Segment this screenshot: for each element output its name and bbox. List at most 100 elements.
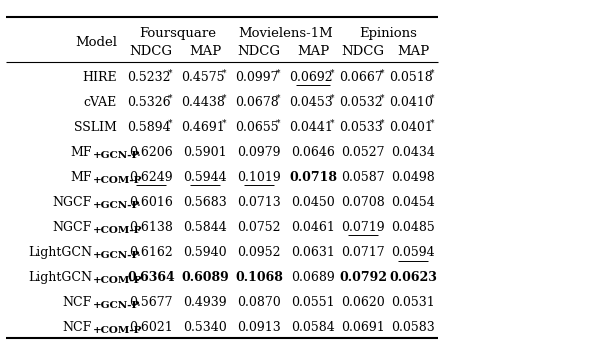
- Text: *: *: [430, 94, 434, 103]
- Text: +GCN-P: +GCN-P: [93, 301, 140, 310]
- Text: *: *: [330, 119, 334, 128]
- Text: 0.0708: 0.0708: [341, 196, 385, 209]
- Text: Foursquare: Foursquare: [140, 26, 217, 40]
- Text: NGCF: NGCF: [52, 221, 92, 234]
- Text: 0.0450: 0.0450: [291, 196, 335, 209]
- Text: 0.0870: 0.0870: [237, 296, 281, 309]
- Text: *: *: [276, 69, 280, 78]
- Text: 0.0689: 0.0689: [291, 271, 335, 284]
- Text: 0.0401: 0.0401: [389, 121, 433, 134]
- Text: 0.5683: 0.5683: [183, 196, 227, 209]
- Text: +GCN-P: +GCN-P: [93, 251, 140, 260]
- Text: 0.0594: 0.0594: [391, 246, 435, 259]
- Text: *: *: [168, 119, 172, 128]
- Text: 0.0913: 0.0913: [237, 321, 281, 334]
- Text: SSLIM: SSLIM: [74, 121, 117, 134]
- Text: 0.0997: 0.0997: [235, 71, 279, 84]
- Text: 0.0532: 0.0532: [339, 96, 383, 109]
- Text: MAP: MAP: [397, 45, 429, 58]
- Text: 0.0531: 0.0531: [391, 296, 435, 309]
- Text: 0.6162: 0.6162: [129, 246, 173, 259]
- Text: 0.0655: 0.0655: [235, 121, 279, 134]
- Text: *: *: [222, 119, 226, 128]
- Text: 0.1019: 0.1019: [237, 171, 281, 184]
- Text: 0.4691: 0.4691: [181, 121, 225, 134]
- Text: 0.6138: 0.6138: [129, 221, 173, 234]
- Text: Epinions: Epinions: [359, 26, 417, 40]
- Text: 0.4438: 0.4438: [181, 96, 225, 109]
- Text: 0.0979: 0.0979: [237, 146, 281, 159]
- Text: *: *: [276, 119, 280, 128]
- Text: 0.5894: 0.5894: [127, 121, 171, 134]
- Text: 0.6016: 0.6016: [129, 196, 173, 209]
- Text: +GCN-P: +GCN-P: [93, 151, 140, 160]
- Text: 0.0485: 0.0485: [391, 221, 435, 234]
- Text: NCF: NCF: [63, 296, 92, 309]
- Text: MAP: MAP: [297, 45, 329, 58]
- Text: 0.0631: 0.0631: [291, 246, 335, 259]
- Text: 0.0719: 0.0719: [341, 221, 385, 234]
- Text: 0.5326: 0.5326: [127, 96, 171, 109]
- Text: *: *: [330, 69, 334, 78]
- Text: 0.0792: 0.0792: [339, 271, 387, 284]
- Text: 0.1068: 0.1068: [235, 271, 283, 284]
- Text: MAP: MAP: [189, 45, 221, 58]
- Text: 0.0587: 0.0587: [341, 171, 385, 184]
- Text: *: *: [380, 94, 384, 103]
- Text: *: *: [330, 94, 334, 103]
- Text: *: *: [430, 119, 434, 128]
- Text: 0.0527: 0.0527: [341, 146, 385, 159]
- Text: cVAE: cVAE: [84, 96, 117, 109]
- Text: +COM-P: +COM-P: [93, 226, 143, 235]
- Text: 0.0454: 0.0454: [391, 196, 435, 209]
- Text: 0.0498: 0.0498: [391, 171, 435, 184]
- Text: 0.0584: 0.0584: [291, 321, 335, 334]
- Text: 0.0678: 0.0678: [235, 96, 279, 109]
- Text: +COM-P: +COM-P: [93, 176, 143, 185]
- Text: NCF: NCF: [63, 321, 92, 334]
- Text: 0.0752: 0.0752: [237, 221, 281, 234]
- Text: *: *: [430, 69, 434, 78]
- Text: 0.0518: 0.0518: [389, 71, 433, 84]
- Text: +COM-P: +COM-P: [93, 326, 143, 335]
- Text: 0.0717: 0.0717: [341, 246, 385, 259]
- Text: +COM-P: +COM-P: [93, 276, 143, 285]
- Text: MF: MF: [71, 171, 92, 184]
- Text: 0.0718: 0.0718: [289, 171, 337, 184]
- Text: 0.5232: 0.5232: [127, 71, 171, 84]
- Text: 0.0691: 0.0691: [341, 321, 385, 334]
- Text: NGCF: NGCF: [52, 196, 92, 209]
- Text: MF: MF: [71, 146, 92, 159]
- Text: *: *: [380, 69, 384, 78]
- Text: 0.5944: 0.5944: [183, 171, 227, 184]
- Text: 0.0551: 0.0551: [291, 296, 335, 309]
- Text: 0.6206: 0.6206: [129, 146, 173, 159]
- Text: 0.4939: 0.4939: [183, 296, 227, 309]
- Text: 0.5340: 0.5340: [183, 321, 227, 334]
- Text: 0.0692: 0.0692: [289, 71, 333, 84]
- Text: 0.0453: 0.0453: [289, 96, 333, 109]
- Text: 0.0646: 0.0646: [291, 146, 335, 159]
- Text: *: *: [168, 69, 172, 78]
- Text: 0.5940: 0.5940: [183, 246, 227, 259]
- Text: 0.5901: 0.5901: [183, 146, 227, 159]
- Text: *: *: [276, 94, 280, 103]
- Text: 0.6249: 0.6249: [129, 171, 173, 184]
- Text: Movielens-1M: Movielens-1M: [239, 26, 333, 40]
- Text: 0.0620: 0.0620: [341, 296, 385, 309]
- Text: LightGCN: LightGCN: [28, 271, 92, 284]
- Text: NDCG: NDCG: [342, 45, 384, 58]
- Text: 0.5677: 0.5677: [129, 296, 173, 309]
- Text: *: *: [380, 119, 384, 128]
- Text: 0.0434: 0.0434: [391, 146, 435, 159]
- Text: *: *: [168, 94, 172, 103]
- Text: 0.0583: 0.0583: [391, 321, 435, 334]
- Text: LightGCN: LightGCN: [28, 246, 92, 259]
- Text: HIRE: HIRE: [82, 71, 117, 84]
- Text: 0.0533: 0.0533: [339, 121, 383, 134]
- Text: 0.0952: 0.0952: [237, 246, 281, 259]
- Text: 0.0461: 0.0461: [291, 221, 335, 234]
- Text: 0.0713: 0.0713: [237, 196, 281, 209]
- Text: *: *: [222, 94, 226, 103]
- Text: 0.6089: 0.6089: [181, 271, 229, 284]
